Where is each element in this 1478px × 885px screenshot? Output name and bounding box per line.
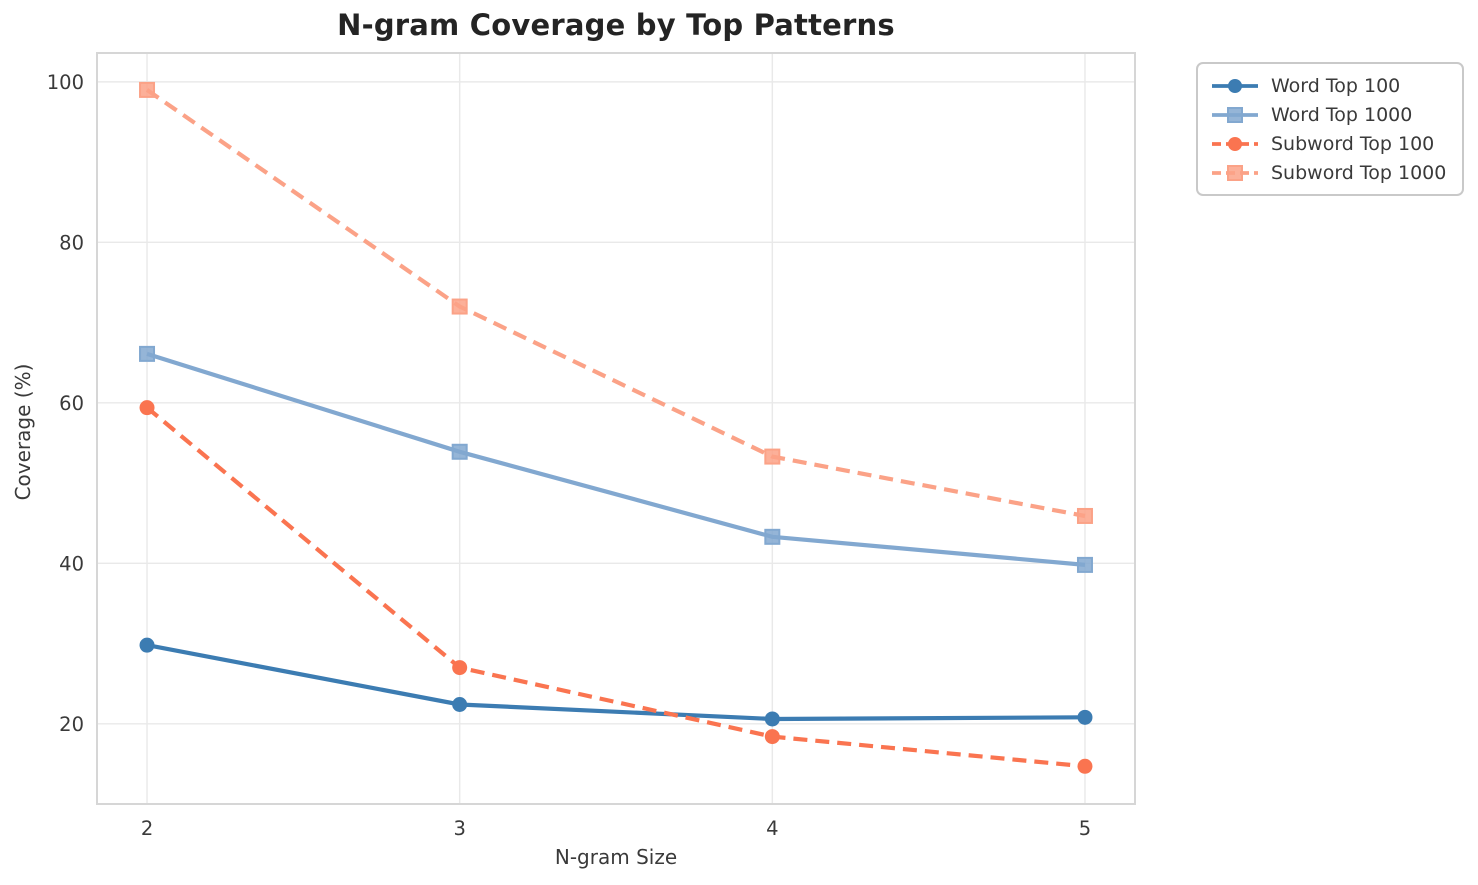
legend-label: Subword Top 1000 <box>1271 161 1447 184</box>
series-line-word-top-100 <box>146 643 1086 722</box>
legend-marker-square-icon <box>1227 106 1243 123</box>
legend-marker-square-icon <box>1227 164 1243 181</box>
data-point-marker-subword-top-100 <box>1077 758 1093 774</box>
data-point-marker-subword-top-100 <box>452 660 468 676</box>
data-point-marker-subword-top-1000 <box>1076 507 1093 524</box>
data-point-marker-word-top-100 <box>764 711 780 727</box>
data-point-marker-word-top-100 <box>452 697 468 713</box>
legend-line-marker-icon <box>1212 136 1258 151</box>
legend-marker-circle-icon <box>1228 136 1242 151</box>
data-point-marker-word-top-100 <box>1077 709 1093 725</box>
chart-title: N-gram Coverage by Top Patterns <box>337 8 895 42</box>
y-axis-label: Coverage (%) <box>11 363 35 501</box>
legend: Word Top 100 Word Top 1000 Subword Top 100… <box>1196 62 1464 196</box>
series-line-word-top-1000 <box>146 351 1086 567</box>
legend-line-marker-icon <box>1212 164 1258 181</box>
legend-line-marker-icon <box>1212 78 1258 93</box>
legend-label: Word Top 1000 <box>1271 103 1413 126</box>
x-tick-label: 4 <box>766 817 778 840</box>
legend-item-subword-top-100: Subword Top 100 <box>1210 129 1450 158</box>
legend-item-word-top-100: Word Top 100 <box>1210 71 1450 100</box>
data-point-marker-subword-top-1000 <box>764 448 781 465</box>
data-point-marker-word-top-1000 <box>451 443 468 460</box>
y-tick-label: 80 <box>59 231 84 254</box>
legend-item-word-top-1000: Word Top 1000 <box>1210 100 1450 129</box>
series-line-subword-top-1000 <box>145 88 1086 519</box>
data-point-marker-word-top-1000 <box>764 528 781 545</box>
legend-marker-circle-icon <box>1228 78 1242 93</box>
y-tick-label: 40 <box>59 552 84 575</box>
y-tick-label: 60 <box>59 392 84 415</box>
legend-label: Subword Top 100 <box>1271 132 1435 155</box>
data-point-marker-subword-top-1000 <box>139 81 156 98</box>
x-tick-label: 2 <box>141 817 153 840</box>
data-point-marker-word-top-1000 <box>139 345 156 362</box>
series-line-subword-top-100 <box>145 405 1086 769</box>
data-point-marker-subword-top-1000 <box>451 298 468 315</box>
legend-line-marker-icon <box>1212 106 1258 123</box>
x-axis-label: N-gram Size <box>554 845 678 869</box>
legend-label: Word Top 100 <box>1271 74 1401 97</box>
data-point-marker-word-top-1000 <box>1076 556 1093 573</box>
y-tick-label: 100 <box>47 71 84 94</box>
data-point-marker-subword-top-100 <box>764 729 780 745</box>
y-tick-label: 20 <box>59 713 84 736</box>
plot-border <box>96 52 1136 805</box>
data-point-marker-subword-top-100 <box>139 400 155 416</box>
legend-item-subword-top-1000: Subword Top 1000 <box>1210 158 1450 187</box>
data-point-marker-word-top-100 <box>139 637 155 653</box>
x-tick-label: 3 <box>453 817 465 840</box>
x-tick-label: 5 <box>1079 817 1091 840</box>
